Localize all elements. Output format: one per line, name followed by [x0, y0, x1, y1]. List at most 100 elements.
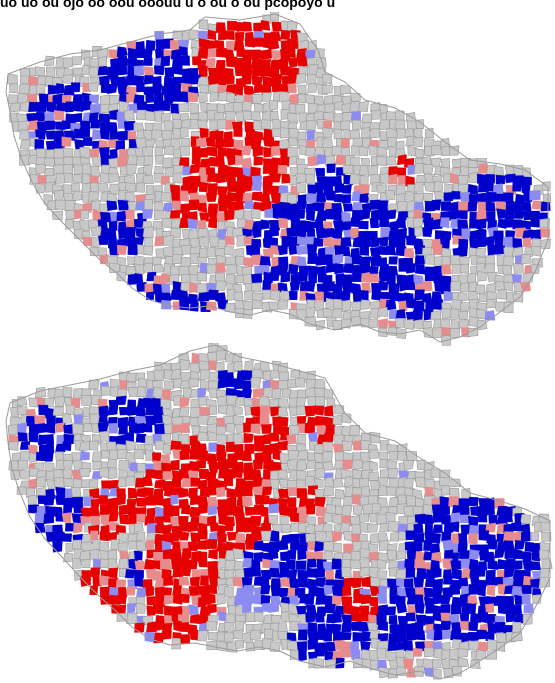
municipality-cell — [485, 201, 496, 212]
municipality-cell — [424, 127, 435, 138]
municipality-cell — [414, 264, 426, 275]
municipality-cell — [297, 39, 309, 50]
municipality-cell — [145, 39, 156, 51]
municipality-cell — [106, 192, 118, 204]
municipality-cell — [385, 127, 397, 139]
municipality-cell — [323, 585, 334, 596]
municipality-cell — [496, 208, 507, 219]
municipality-cell — [170, 532, 180, 542]
municipality-cell — [306, 193, 317, 204]
municipality-cell — [351, 611, 363, 622]
municipality-cell — [224, 559, 236, 571]
municipality-cell — [233, 405, 243, 415]
municipality-cell — [152, 603, 164, 615]
municipality-cell — [413, 201, 425, 212]
municipality-cell — [55, 422, 66, 433]
municipality-cell — [402, 658, 414, 670]
municipality-cell — [398, 530, 409, 541]
municipality-cell — [331, 319, 343, 331]
municipality-cell — [135, 137, 147, 148]
municipality-cell — [199, 158, 211, 169]
municipality-cell — [457, 292, 468, 302]
municipality-cell — [207, 632, 218, 641]
municipality-cell — [460, 585, 471, 596]
municipality-cell — [287, 497, 297, 508]
municipality-cell — [413, 300, 425, 312]
municipality-cell — [127, 273, 137, 286]
municipality-cell — [188, 378, 199, 388]
municipality-cell — [441, 531, 452, 542]
map-panel-top — [0, 12, 555, 347]
municipality-cell — [468, 533, 478, 545]
municipality-cell — [17, 120, 29, 132]
municipality-cell — [530, 578, 540, 588]
municipality-cell — [251, 282, 262, 293]
municipality-cell — [127, 201, 139, 212]
municipality-cell — [262, 279, 273, 291]
municipality-cell — [198, 236, 210, 248]
municipality-cell — [270, 31, 281, 42]
municipality-cell — [197, 414, 209, 425]
municipality-cell — [206, 246, 217, 257]
municipality-cell — [72, 539, 82, 551]
municipality-cell — [468, 620, 479, 632]
municipality-cell — [90, 165, 101, 177]
municipality-cell — [118, 532, 130, 543]
municipality-cell — [46, 414, 56, 425]
municipality-cell — [88, 66, 99, 77]
municipality-cell — [485, 577, 496, 587]
municipality-cell — [72, 496, 83, 507]
municipality-cell — [234, 568, 245, 579]
municipality-cell — [241, 65, 253, 76]
municipality-cell — [306, 503, 316, 515]
municipality-cell — [17, 432, 28, 442]
municipality-cell — [376, 570, 388, 580]
municipality-cell — [142, 209, 154, 220]
municipality-cell — [349, 129, 361, 140]
municipality-cell — [279, 85, 291, 94]
municipality-cell — [439, 217, 450, 229]
municipality-cell — [9, 102, 21, 113]
municipality-cell — [324, 405, 334, 417]
municipality-cell — [262, 92, 272, 102]
municipality-cell — [433, 180, 443, 193]
municipality-cell — [81, 100, 92, 112]
municipality-cell — [206, 584, 218, 594]
municipality-cell — [278, 256, 289, 267]
municipality-cell — [180, 566, 192, 577]
municipality-cell — [422, 164, 434, 175]
municipality-cell — [387, 506, 398, 515]
municipality-cell — [304, 316, 316, 327]
municipality-cell — [259, 413, 270, 426]
municipality-cell — [160, 273, 171, 285]
municipality-cell — [63, 477, 75, 487]
municipality-cell — [296, 256, 307, 267]
municipality-cell — [324, 433, 334, 444]
municipality-cell — [173, 147, 182, 158]
municipality-cell — [54, 476, 65, 488]
municipality-cell — [47, 84, 58, 95]
municipality-cell — [162, 443, 172, 455]
municipality-cell — [116, 46, 128, 58]
municipality-cell — [279, 587, 290, 598]
municipality-cell — [28, 477, 38, 489]
municipality-cell — [341, 300, 351, 312]
municipality-cell — [7, 440, 19, 451]
municipality-cell — [208, 442, 218, 453]
municipality-cell — [340, 147, 351, 157]
municipality-cell — [414, 603, 425, 614]
municipality-cell — [414, 148, 425, 159]
municipality-cell — [288, 450, 300, 461]
municipality-cell — [160, 292, 172, 301]
municipality-cell — [223, 506, 235, 517]
municipality-cell — [459, 302, 471, 312]
municipality-cell — [251, 191, 263, 202]
municipality-cell — [359, 548, 371, 559]
municipality-cell — [315, 415, 325, 426]
municipality-cell — [289, 620, 300, 632]
municipality-cell — [307, 82, 318, 93]
municipality-cell — [226, 154, 237, 166]
municipality-cell — [305, 147, 316, 156]
municipality-cell — [513, 560, 523, 570]
municipality-cell — [154, 423, 165, 435]
